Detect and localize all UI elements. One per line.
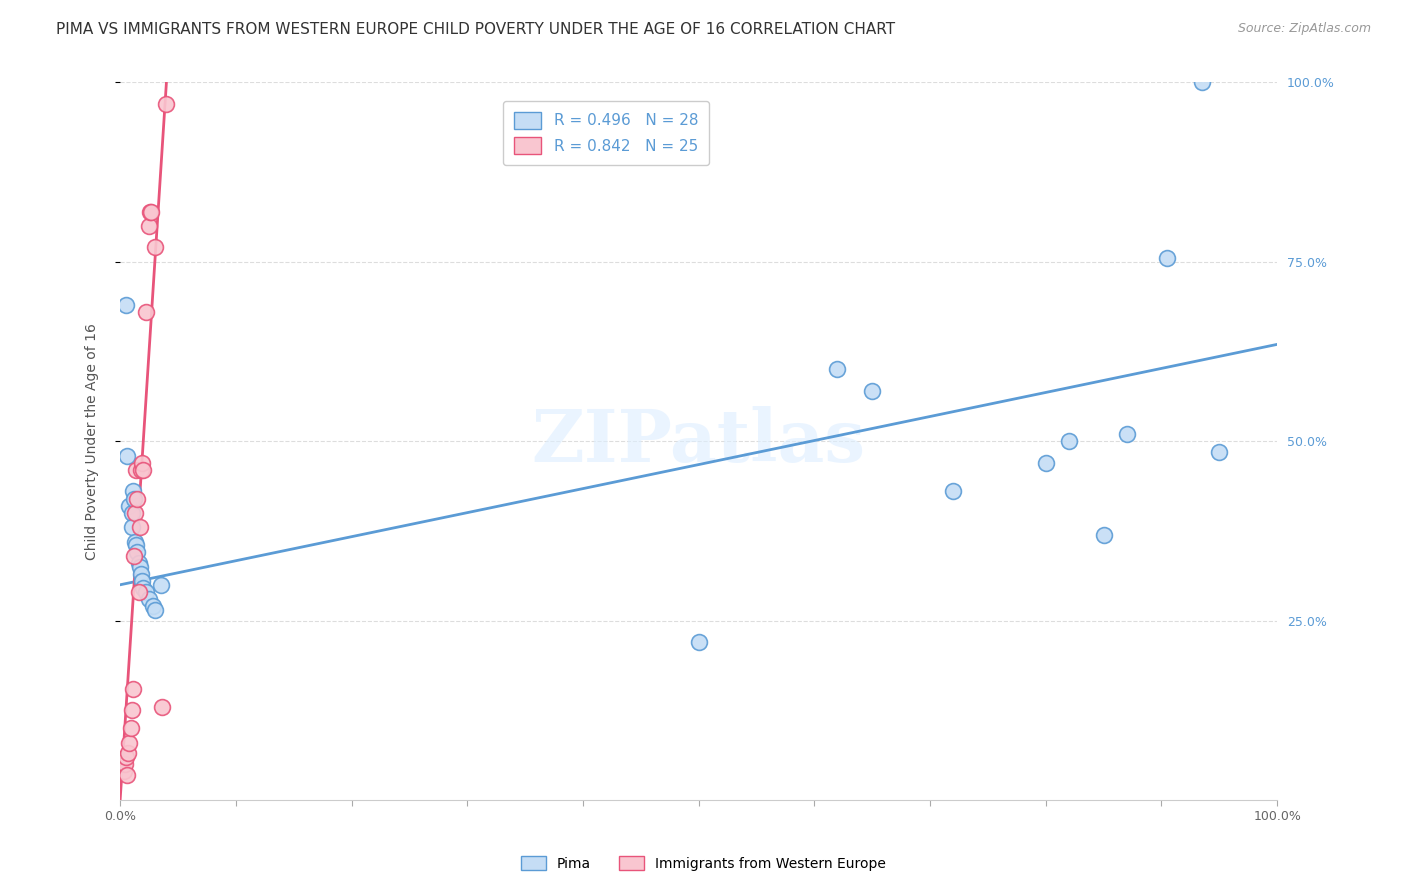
Point [128,556,150,570]
Point [135,305,157,319]
Point [688,635,710,649]
Point [124,534,146,549]
Point [114,757,136,772]
Point [125,463,148,477]
Point [155,97,177,112]
Point [1057,434,1080,449]
Y-axis label: Child Poverty Under the Age of 16: Child Poverty Under the Age of 16 [86,323,100,559]
Point [125,538,148,552]
Point [131,574,153,589]
Point [131,456,153,470]
Point [117,747,139,761]
Point [143,603,166,617]
Point [122,549,145,563]
Point [118,499,141,513]
Point [127,491,149,506]
Point [1092,527,1115,541]
Point [138,592,160,607]
Point [1035,456,1057,470]
Point [942,484,965,499]
Point [1191,75,1213,89]
Point [132,582,155,596]
Point [121,520,143,534]
Point [149,578,172,592]
Point [138,219,160,233]
Point [120,721,142,735]
Point [1156,252,1178,266]
Point [121,506,143,520]
Point [121,681,143,696]
Text: Source: ZipAtlas.com: Source: ZipAtlas.com [1237,22,1371,36]
Legend: Pima, Immigrants from Western Europe: Pima, Immigrants from Western Europe [515,850,891,876]
Point [1208,445,1230,459]
Text: ZIPatlas: ZIPatlas [531,406,866,476]
Point [141,204,163,219]
Point [115,768,138,782]
Point [827,362,849,376]
Point [118,736,141,750]
Point [1115,427,1137,442]
Point [141,599,163,614]
Point [127,545,149,559]
Point [139,204,162,219]
Point [124,506,146,520]
Point [135,585,157,599]
Point [150,699,173,714]
Point [132,463,155,477]
Point [122,491,145,506]
Point [115,298,138,312]
Point [121,703,143,717]
Point [860,384,883,398]
Point [115,449,138,463]
Point [128,585,150,599]
Point [115,750,138,764]
Legend: R = 0.496   N = 28, R = 0.842   N = 25: R = 0.496 N = 28, R = 0.842 N = 25 [503,101,709,165]
Point [129,463,152,477]
Point [128,559,150,574]
Point [112,764,135,779]
Text: PIMA VS IMMIGRANTS FROM WESTERN EUROPE CHILD POVERTY UNDER THE AGE OF 16 CORRELA: PIMA VS IMMIGRANTS FROM WESTERN EUROPE C… [56,22,896,37]
Point [121,484,143,499]
Point [128,520,150,534]
Point [129,567,152,582]
Point [143,240,166,254]
